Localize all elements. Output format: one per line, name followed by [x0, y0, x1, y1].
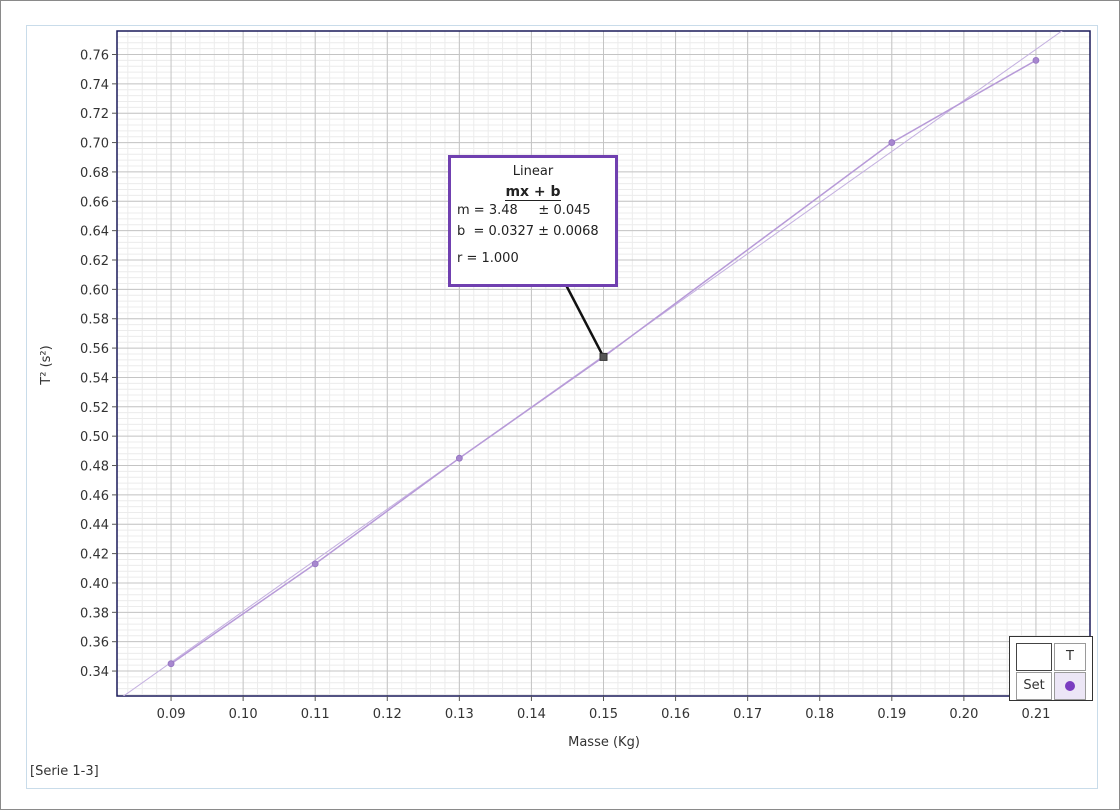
data-point	[1032, 56, 1040, 64]
y-axis-label: T² (s²)	[39, 345, 54, 385]
legend-empty-cell[interactable]	[1016, 643, 1052, 671]
y-tick-label: 0.38	[80, 606, 109, 621]
y-tick-label: 0.54	[80, 371, 109, 386]
x-tick-label: 0.12	[373, 707, 402, 722]
fit-parameters-box[interactable]: Linear mx + b m = 3.48 ± 0.045 b = 0.032…	[448, 155, 618, 287]
legend-column-label[interactable]: T	[1054, 643, 1086, 671]
y-tick-label: 0.74	[80, 78, 109, 93]
series-range-label: [Serie 1-3]	[30, 764, 99, 779]
fit-correlation: r = 1.000	[457, 251, 519, 266]
y-tick-label: 0.62	[80, 254, 109, 269]
x-tick-label: 0.21	[1021, 707, 1050, 722]
fit-anchor-marker	[599, 352, 608, 361]
x-tick-label: 0.20	[949, 707, 978, 722]
x-tick-label: 0.18	[805, 707, 834, 722]
fit-slope: m = 3.48 ± 0.045	[457, 203, 591, 218]
x-tick-label: 0.17	[733, 707, 762, 722]
fit-equation: mx + b	[505, 184, 561, 201]
data-point	[311, 560, 319, 568]
y-tick-label: 0.48	[80, 460, 109, 475]
y-tick-label: 0.52	[80, 401, 109, 416]
legend-marker-dot	[1065, 681, 1075, 691]
series-group	[167, 56, 1040, 668]
grid	[117, 30, 1090, 696]
y-tick-label: 0.36	[80, 636, 109, 651]
x-tick-label: 0.09	[157, 707, 186, 722]
x-tick-label: 0.15	[589, 707, 618, 722]
y-tick-label: 0.66	[80, 195, 109, 210]
data-point	[167, 660, 175, 668]
y-tick-label: 0.50	[80, 430, 109, 445]
y-tick-label: 0.76	[80, 48, 109, 63]
data-point	[455, 454, 463, 462]
data-point	[888, 139, 896, 146]
y-tick-label: 0.44	[80, 518, 109, 533]
y-tick-label: 0.40	[80, 577, 109, 592]
y-tick-label: 0.72	[80, 107, 109, 122]
x-tick-labels: 0.09 0.10 0.11 0.12 0.13 0.14 0.15 0.16 0.17 0.18…	[157, 696, 1050, 722]
y-tick-label: 0.56	[80, 342, 109, 357]
fit-type: Linear	[512, 164, 554, 179]
series-line	[170, 59, 1037, 665]
y-tick-labels: 0.34 0.36 0.38 0.40 0.42 0.44 0.46 0.48 0.50 0.52…	[80, 48, 117, 680]
x-tick-label: 0.11	[301, 707, 330, 722]
x-tick-label: 0.19	[877, 707, 906, 722]
x-axis-label: Masse (Kg)	[568, 735, 640, 750]
legend-marker-cell[interactable]	[1054, 672, 1086, 700]
y-tick-label: 0.70	[80, 137, 109, 152]
y-tick-label: 0.64	[80, 225, 109, 240]
legend-row-label[interactable]: Set	[1016, 672, 1052, 700]
x-tick-label: 0.13	[445, 707, 474, 722]
x-tick-label: 0.14	[517, 707, 546, 722]
x-tick-label: 0.16	[661, 707, 690, 722]
fit-intercept: b = 0.0327 ± 0.0068	[457, 224, 599, 239]
x-tick-label: 0.10	[229, 707, 258, 722]
legend[interactable]: T Set	[1009, 636, 1093, 701]
fit-leader-line	[564, 284, 605, 358]
y-tick-label: 0.42	[80, 548, 109, 563]
y-tick-label: 0.46	[80, 489, 109, 504]
y-tick-label: 0.60	[80, 283, 109, 298]
y-tick-label: 0.58	[80, 313, 109, 328]
y-tick-label: 0.34	[80, 665, 109, 680]
y-tick-label: 0.68	[80, 166, 109, 181]
